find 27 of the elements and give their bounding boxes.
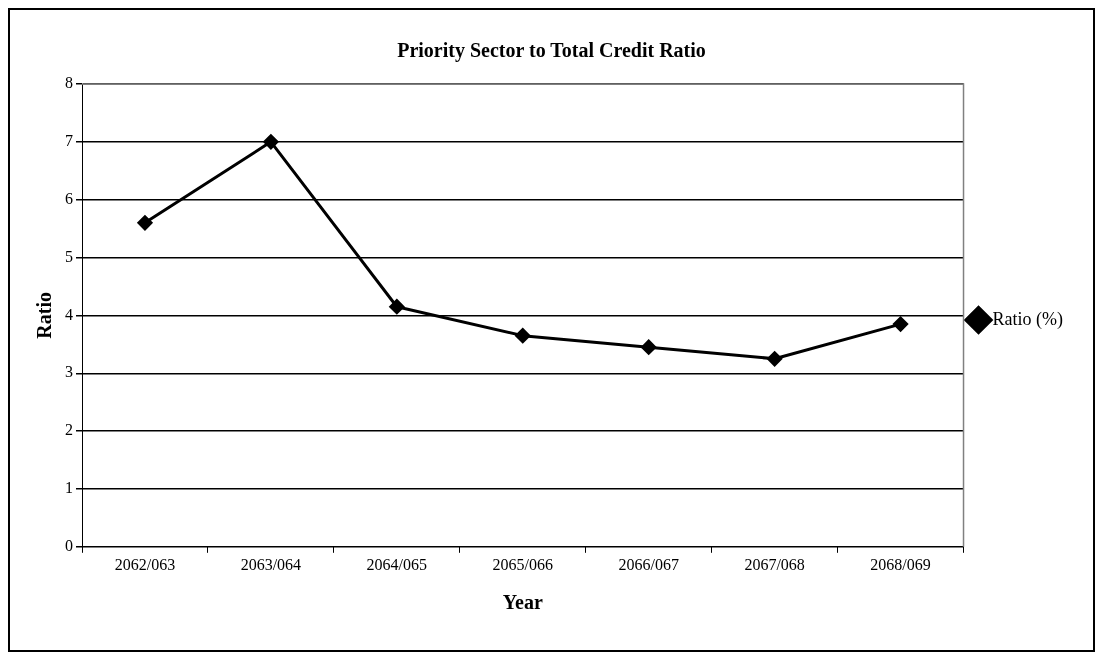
legend-label: Ratio (%) (992, 308, 1064, 330)
y-tick-label: 3 (65, 363, 73, 381)
y-axis-title: Ratio (33, 292, 56, 339)
x-tick-label: 2064/065 (366, 555, 428, 573)
y-tick-label: 0 (65, 537, 73, 554)
point (515, 328, 531, 344)
y-tick-label: 4 (65, 305, 73, 323)
y-tick-label: 6 (65, 189, 73, 207)
x-tick-label: 2066/067 (618, 555, 679, 573)
point (641, 339, 657, 355)
x-tick-label: 2067/068 (744, 555, 805, 573)
x-tick-label: 2062/063 (114, 555, 176, 573)
y-tick-label: 2 (65, 421, 73, 439)
x-tick-label: 2063/064 (240, 555, 302, 573)
x-tick-label: 2065/066 (492, 555, 553, 573)
y-tick-label: 1 (65, 479, 73, 497)
x-tick-label: 2068/069 (870, 555, 931, 573)
y-tick-label: 5 (65, 247, 73, 265)
y-tick-label: 7 (65, 132, 73, 150)
point (263, 134, 279, 150)
point (389, 299, 405, 315)
point (137, 215, 153, 231)
y-tick-label: 8 (65, 74, 73, 92)
x-axis-title: Year (502, 591, 543, 614)
chart-title: Priority Sector to Total Credit Ratio (397, 39, 706, 63)
point (893, 316, 909, 332)
point (767, 351, 783, 367)
